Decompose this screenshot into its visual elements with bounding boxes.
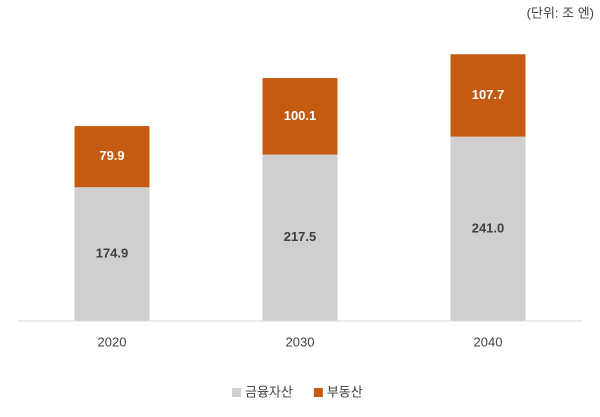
value-label: 241.0 [472, 220, 505, 235]
unit-label: (단위: 조 엔) [527, 5, 594, 20]
x-tick-label: 2020 [98, 334, 127, 349]
value-label: 217.5 [284, 229, 317, 244]
value-label: 107.7 [472, 87, 505, 102]
bar-segment [450, 136, 526, 321]
value-label: 100.1 [284, 108, 317, 123]
x-tick-label: 2040 [474, 334, 503, 349]
bar-segment [450, 54, 526, 137]
value-label: 174.9 [96, 246, 129, 261]
value-label: 79.9 [99, 148, 124, 163]
x-tick-label: 2030 [286, 334, 315, 349]
legend-swatch [232, 388, 241, 397]
bar-segment [262, 78, 338, 155]
bar-segment [74, 126, 150, 188]
bar-segment [74, 187, 150, 321]
legend-label: 부동산 [327, 384, 363, 399]
legend-label: 금융자산 [245, 384, 293, 399]
legend-swatch [313, 388, 323, 397]
bar-segment [262, 154, 338, 321]
